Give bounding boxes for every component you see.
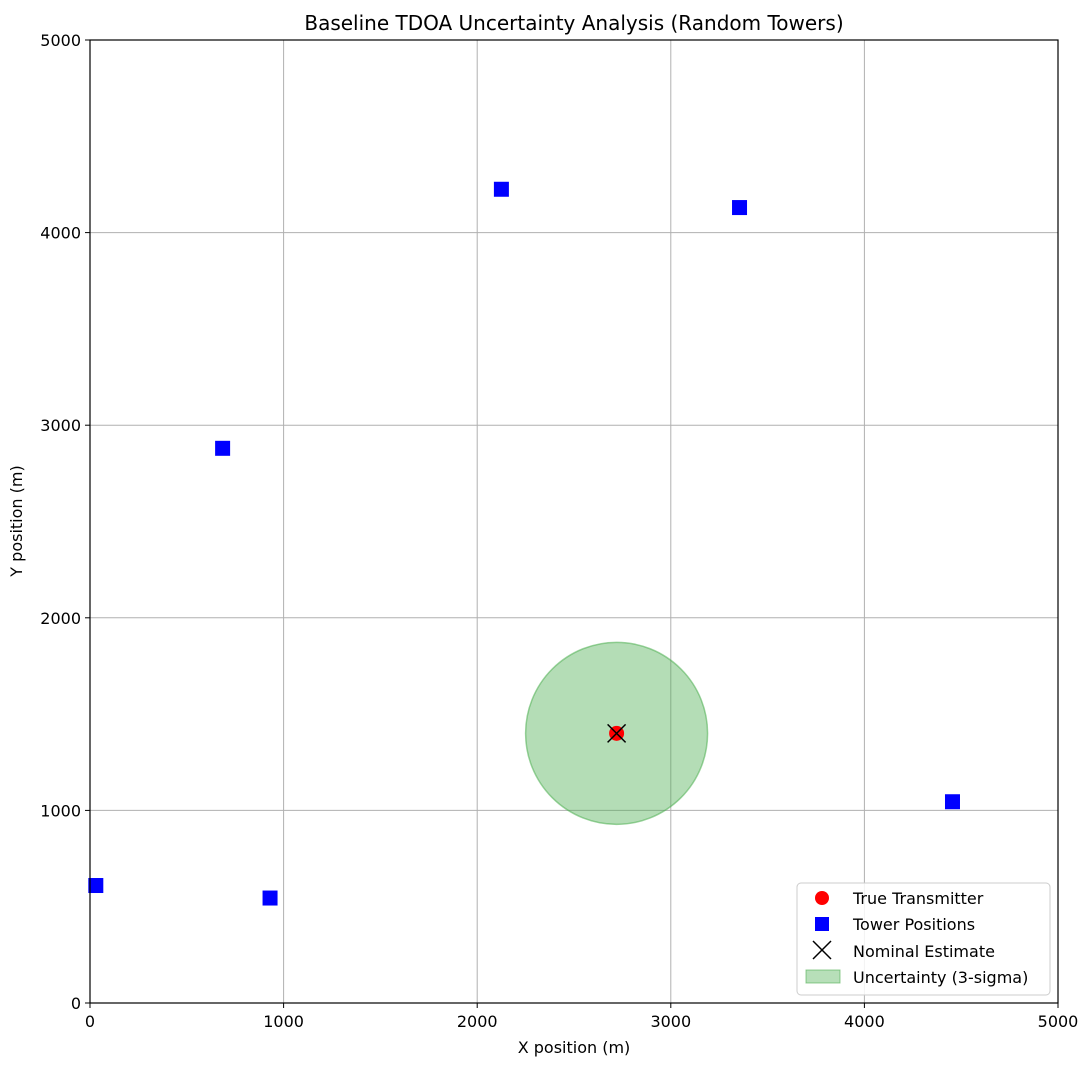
x-tick-label: 5000: [1038, 1012, 1079, 1031]
y-tick-label: 3000: [40, 416, 81, 435]
y-axis-ticks: 0 1000 2000 3000 4000 5000: [40, 31, 90, 1013]
nominal-estimate-point: [607, 723, 627, 743]
x-tick-label: 0: [85, 1012, 95, 1031]
legend-label-nominal-estimate: Nominal Estimate: [853, 942, 995, 961]
tower-point: [215, 440, 231, 456]
legend-label-tower-positions: Tower Positions: [852, 915, 975, 934]
x-tick-label: 4000: [844, 1012, 885, 1031]
legend-label-true-transmitter: True Transmitter: [852, 889, 984, 908]
legend-box: [796, 882, 1051, 996]
y-tick-label: 4000: [40, 224, 81, 243]
y-tick-label: 5000: [40, 31, 81, 50]
chart-title: Baseline TDOA Uncertainty Analysis (Rand…: [304, 11, 843, 35]
legend-marker-nominal-estimate: [812, 940, 832, 960]
y-tick-label: 2000: [40, 609, 81, 628]
tower-point: [732, 200, 748, 216]
y-tick-label: 1000: [40, 801, 81, 820]
legend-label-uncertainty: Uncertainty (3-sigma): [853, 968, 1028, 987]
legend-marker-uncertainty: [805, 969, 841, 984]
y-tick-label: 0: [71, 994, 81, 1013]
x-axis-ticks: 0 1000 2000 3000 4000 5000: [85, 1003, 1078, 1031]
tower-point: [262, 890, 278, 906]
tower-point: [88, 878, 104, 894]
x-tick-label: 2000: [457, 1012, 498, 1031]
x-tick-label: 1000: [263, 1012, 304, 1031]
points-layer: [88, 181, 960, 906]
x-tick-label: 3000: [650, 1012, 691, 1031]
legend-marker-tower-positions: [815, 917, 829, 931]
tower-point: [493, 181, 509, 197]
y-axis-label: Y position (m): [7, 465, 26, 577]
x-axis-label: X position (m): [518, 1038, 631, 1057]
legend-marker-true-transmitter: [815, 891, 829, 905]
plot-frame: [89, 39, 1059, 1004]
legend: True Transmitter Tower Positions Nominal…: [796, 882, 1051, 996]
tower-point: [944, 794, 960, 810]
grid: [90, 40, 1058, 1003]
